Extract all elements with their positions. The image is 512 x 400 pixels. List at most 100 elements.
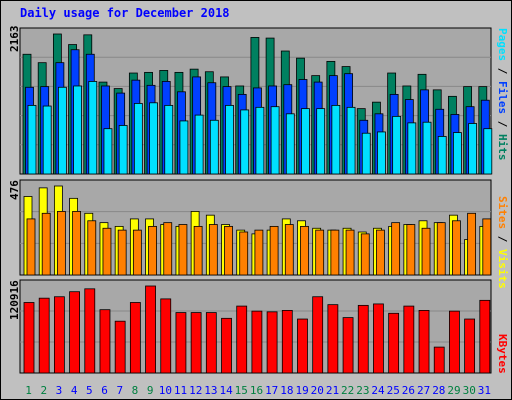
day-tick-label: 21 bbox=[326, 384, 339, 397]
sites-bar bbox=[72, 211, 81, 276]
pages-bar bbox=[331, 104, 341, 175]
legend-sep-1: / bbox=[496, 61, 509, 81]
kbytes-bar bbox=[160, 298, 172, 374]
sites-bar bbox=[26, 218, 36, 276]
kbytes-bar bbox=[297, 318, 308, 374]
kbytes-bar bbox=[114, 320, 126, 374]
sites-bar bbox=[467, 212, 477, 276]
day-tick-label: 9 bbox=[147, 384, 154, 397]
sites-bar bbox=[132, 229, 142, 276]
sites-bar bbox=[345, 229, 355, 276]
pages-bar bbox=[301, 108, 310, 175]
kbytes-bar bbox=[145, 285, 156, 374]
day-tick-label: 23 bbox=[356, 384, 369, 397]
day-tick-label: 16 bbox=[250, 384, 263, 397]
kbytes-bar bbox=[53, 296, 65, 374]
sites-bar bbox=[148, 225, 157, 276]
kbytes-bar bbox=[479, 299, 491, 374]
sites-bar bbox=[376, 229, 385, 276]
kbytes-bar bbox=[23, 302, 35, 374]
pages-bar bbox=[422, 121, 432, 175]
sites-bar bbox=[117, 229, 127, 276]
pages-bar bbox=[483, 128, 493, 175]
kbytes-bar bbox=[175, 312, 187, 374]
sites-bar bbox=[224, 225, 233, 276]
legend-files: Files bbox=[496, 81, 509, 115]
pages-bar bbox=[27, 104, 37, 175]
bottom-legend: KBytes bbox=[496, 334, 509, 374]
day-tick-label: 15 bbox=[235, 384, 248, 397]
kbytes-bar bbox=[266, 311, 278, 374]
sites-bar bbox=[406, 224, 416, 276]
day-tick-label: 17 bbox=[265, 384, 278, 397]
kbytes-bar bbox=[190, 312, 202, 374]
pages-bar bbox=[118, 125, 128, 175]
sites-bar bbox=[360, 233, 370, 276]
day-tick-label: 22 bbox=[341, 384, 354, 397]
sites-bar bbox=[239, 231, 249, 276]
day-tick-label: 12 bbox=[189, 384, 202, 397]
day-tick-label: 19 bbox=[295, 384, 308, 397]
kbytes-bar bbox=[99, 309, 111, 374]
sites-bar bbox=[269, 225, 279, 276]
legend-kbytes: KBytes bbox=[496, 334, 509, 374]
sites-bar bbox=[315, 229, 325, 276]
pages-bar bbox=[88, 81, 98, 175]
kbytes-bar bbox=[388, 312, 400, 374]
kbytes-bar bbox=[129, 302, 141, 374]
pages-bar bbox=[407, 122, 417, 175]
pages-bar bbox=[453, 132, 462, 175]
kbytes-bar bbox=[403, 305, 415, 374]
pages-bar bbox=[437, 136, 447, 175]
legend-visits: Visits bbox=[496, 249, 509, 289]
day-tick-label: 1 bbox=[25, 384, 32, 397]
pages-bar bbox=[361, 132, 371, 175]
pages-bar bbox=[57, 86, 67, 175]
pages-bar bbox=[133, 103, 143, 175]
sites-bar bbox=[102, 227, 112, 276]
chart-title: Daily usage for December 2018 bbox=[20, 6, 230, 20]
day-tick-label: 3 bbox=[56, 384, 63, 397]
sites-bar bbox=[452, 220, 461, 276]
day-tick-label: 20 bbox=[311, 384, 324, 397]
hits-axis-max: 2163 bbox=[8, 25, 21, 53]
day-tick-label: 14 bbox=[219, 384, 233, 397]
day-tick-label: 26 bbox=[402, 384, 415, 397]
sites-bar bbox=[330, 229, 340, 276]
kbytes-bar bbox=[418, 310, 430, 374]
day-tick-label: 10 bbox=[159, 384, 172, 397]
day-tick-label: 4 bbox=[71, 384, 78, 397]
sites-bar bbox=[56, 211, 66, 276]
pages-bar bbox=[255, 106, 265, 175]
pages-bar bbox=[179, 120, 189, 175]
sites-bar bbox=[482, 218, 492, 276]
sites-bar bbox=[41, 212, 51, 276]
kbytes-bar bbox=[84, 288, 96, 374]
legend-hits: Hits bbox=[496, 134, 509, 161]
legend-pages: Pages bbox=[496, 28, 509, 62]
kbytes-bar bbox=[327, 304, 339, 374]
pages-bar bbox=[346, 106, 356, 175]
kbytes-bar bbox=[236, 305, 248, 374]
legend-sep-3: / bbox=[496, 229, 509, 249]
sites-bar bbox=[436, 222, 446, 276]
day-tick-label: 30 bbox=[463, 384, 476, 397]
pages-bar bbox=[103, 128, 113, 175]
pages-bar bbox=[209, 119, 219, 175]
sites-bar bbox=[300, 225, 309, 276]
day-tick-label: 25 bbox=[387, 384, 400, 397]
kbytes-bar bbox=[342, 317, 354, 374]
pages-bar bbox=[468, 123, 478, 175]
pages-bar bbox=[240, 109, 250, 175]
kbytes-bar bbox=[251, 310, 263, 374]
legend-sites: Sites bbox=[496, 196, 509, 230]
day-tick-label: 24 bbox=[371, 384, 385, 397]
kbytes-bar bbox=[464, 318, 476, 374]
sites-bar bbox=[163, 222, 173, 276]
middle-legend: Sites / Visits bbox=[496, 196, 509, 289]
day-tick-label: 27 bbox=[417, 384, 430, 397]
sites-bar bbox=[208, 224, 218, 276]
pages-bar bbox=[42, 105, 52, 175]
kbytes-bar bbox=[357, 304, 369, 374]
